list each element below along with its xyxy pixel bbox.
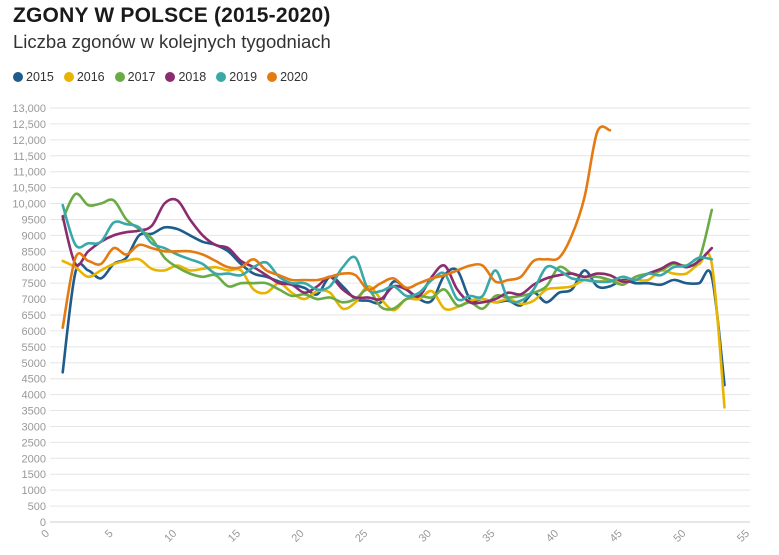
legend-swatch xyxy=(63,72,74,82)
legend: 2015 2016 2017 2018 2019 2020 xyxy=(13,70,308,84)
legend-label: 2020 xyxy=(280,70,308,84)
y-tick-label: 2000 xyxy=(22,453,46,465)
y-tick-label: 9000 xyxy=(22,230,46,242)
x-tick-label: 40 xyxy=(544,528,561,545)
x-tick-label: 20 xyxy=(290,528,307,545)
y-tick-label: 11,500 xyxy=(13,151,46,163)
legend-item[interactable]: 2015 xyxy=(13,70,54,84)
y-tick-label: 0 xyxy=(40,517,46,529)
y-tick-label: 12,500 xyxy=(12,119,46,131)
legend-item[interactable]: 2020 xyxy=(267,70,308,84)
y-tick-label: 4000 xyxy=(22,390,46,402)
y-tick-label: 2500 xyxy=(22,437,46,449)
legend-swatch xyxy=(114,72,125,82)
grid xyxy=(50,107,750,523)
y-tick-label: 7500 xyxy=(22,278,46,290)
legend-swatch xyxy=(216,72,227,82)
legend-item[interactable]: 2016 xyxy=(63,70,105,84)
y-tick-label: 6500 xyxy=(22,310,46,322)
y-tick-label: 4500 xyxy=(22,374,46,386)
y-tick-label: 6000 xyxy=(22,326,46,338)
y-tick-label: 5500 xyxy=(22,342,46,354)
legend-swatch xyxy=(13,72,23,82)
y-tick-label: 5000 xyxy=(22,358,46,370)
legend-label: 2017 xyxy=(127,70,156,84)
series-lines xyxy=(61,125,726,409)
y-tick-label: 10,500 xyxy=(12,183,46,195)
legend-label: 2018 xyxy=(178,70,207,84)
series-line-2020[interactable] xyxy=(61,125,612,329)
y-tick-label: 1000 xyxy=(22,485,46,497)
legend-item[interactable]: 2019 xyxy=(216,70,257,84)
y-tick-label: 7000 xyxy=(22,294,46,306)
y-tick-label: 8000 xyxy=(22,262,46,274)
y-tick-label: 13,000 xyxy=(12,103,46,115)
legend-label: 2016 xyxy=(76,70,105,84)
x-tick-label: 15 xyxy=(226,528,243,545)
legend-swatch xyxy=(267,72,278,82)
legend-label: 2019 xyxy=(229,70,258,84)
x-tick-label: 35 xyxy=(480,528,497,545)
x-tick-label: 45 xyxy=(608,528,625,545)
series-line-2017[interactable] xyxy=(61,192,714,311)
x-tick-label: 30 xyxy=(417,528,434,545)
y-tick-label: 500 xyxy=(28,501,46,513)
x-tick-label: 25 xyxy=(353,528,370,545)
chart-title: ZGONY W POLSCE (2015-2020) xyxy=(13,4,331,27)
legend-swatch xyxy=(165,72,176,82)
y-axis: 0 500 1000 1500 2000 2500 3000 3500 4000 4500 5000… xyxy=(12,103,46,529)
x-axis: 0 5 10 15 20 25 30 35 40 45 50 55 xyxy=(39,528,752,545)
chart-subtitle: Liczba zgonów w kolejnych tygodniach xyxy=(13,31,331,52)
y-tick-label: 1500 xyxy=(22,469,46,481)
y-tick-label: 3000 xyxy=(22,421,46,433)
y-tick-label: 3500 xyxy=(22,406,46,418)
y-tick-label: 11,000 xyxy=(13,167,46,179)
x-tick-label: 55 xyxy=(735,528,752,545)
legend-label: 2015 xyxy=(26,70,54,84)
x-tick-label: 50 xyxy=(671,528,688,545)
x-tick-label: 5 xyxy=(103,528,116,541)
series-line-2018[interactable] xyxy=(61,197,714,305)
legend-item[interactable]: 2017 xyxy=(114,70,156,84)
y-tick-label: 12,000 xyxy=(12,135,46,147)
y-tick-label: 8500 xyxy=(22,246,46,258)
y-tick-label: 9500 xyxy=(22,214,46,226)
y-tick-label: 10,000 xyxy=(12,199,46,211)
x-tick-label: 10 xyxy=(162,528,179,545)
legend-item[interactable]: 2018 xyxy=(165,70,206,84)
x-tick-label: 0 xyxy=(39,528,52,541)
